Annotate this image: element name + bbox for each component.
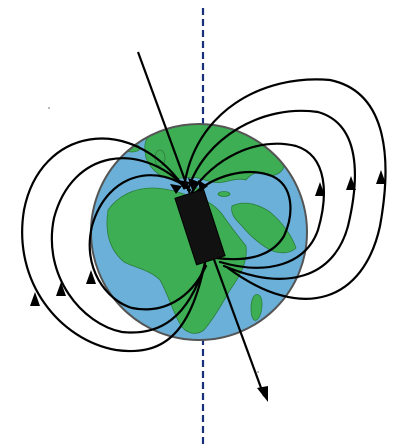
field-line-left-inner [88, 174, 208, 311]
magnetic-field-lines [21, 78, 387, 353]
arrowhead-up [315, 182, 325, 196]
bar-magnet [174, 188, 226, 266]
arrowhead-up [346, 176, 356, 190]
arrowhead-up [376, 170, 386, 184]
arrowhead-up [86, 270, 96, 284]
magnetic-axis-arrowhead [257, 386, 268, 402]
madagascar [250, 294, 263, 321]
field-line-right-small [192, 170, 292, 261]
speck [48, 107, 50, 109]
arrowhead-up [56, 282, 66, 296]
field-line-left-outer [21, 137, 207, 353]
speck [257, 371, 259, 373]
field-arrowheads [30, 170, 386, 306]
field-line-right-mid [186, 109, 356, 280]
pole-arrowheads [170, 178, 208, 194]
field-line-right-outer [182, 78, 387, 300]
field-line-right-inner [190, 142, 325, 269]
field-line-left-mid [50, 157, 207, 334]
arrowhead-up [30, 292, 40, 306]
island [217, 191, 231, 197]
